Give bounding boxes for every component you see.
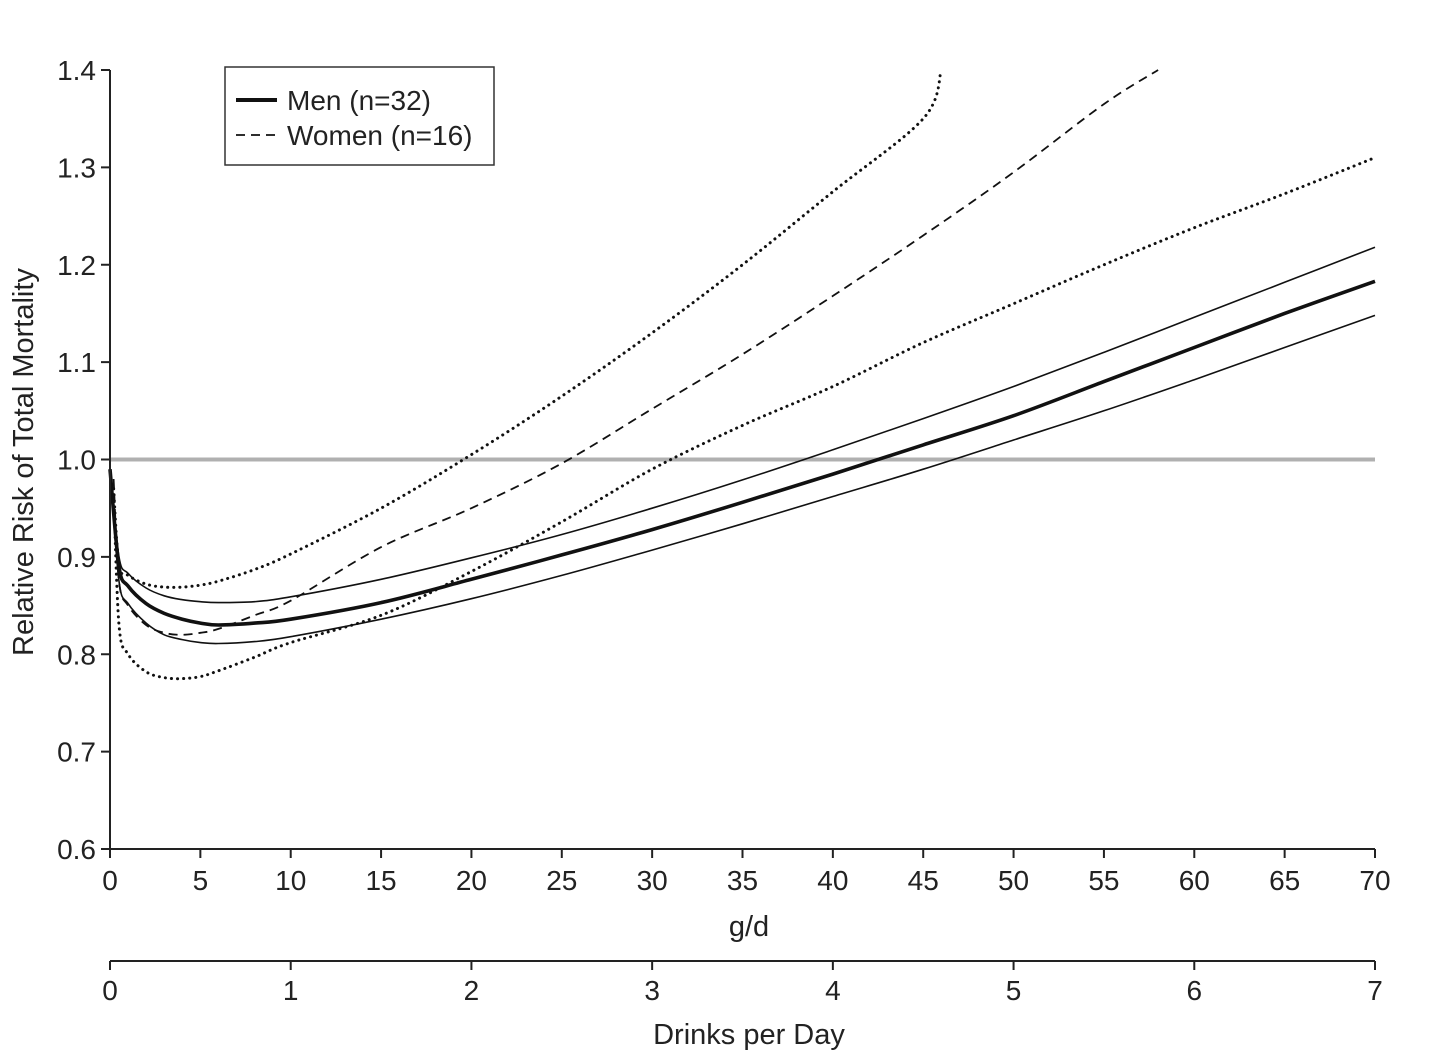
y-tick-label: 0.8 — [57, 639, 96, 670]
y-tick-label: 1.0 — [57, 445, 96, 476]
men-curve — [108, 279, 1376, 627]
x-tick-label: 70 — [1359, 865, 1390, 896]
x-tick-label: 0 — [102, 865, 118, 896]
women-ci-curve — [112, 156, 1377, 681]
y-tick-label: 1.3 — [57, 152, 96, 183]
x-tick-label: 15 — [365, 865, 396, 896]
x2-tick-label: 6 — [1186, 975, 1202, 1006]
x-tick-label: 60 — [1179, 865, 1210, 896]
x2-tick-label: 4 — [825, 975, 841, 1006]
y-tick-label: 1.1 — [57, 347, 96, 378]
x2-tick-label: 3 — [644, 975, 660, 1006]
x-tick-label: 5 — [193, 865, 209, 896]
x-tick-label: 65 — [1269, 865, 1300, 896]
y-tick-label: 1.2 — [57, 250, 96, 281]
legend-label-women: Women (n=16) — [287, 120, 472, 151]
x-axis-title: g/d — [729, 911, 769, 943]
x-tick-label: 25 — [546, 865, 577, 896]
x-tick-label: 20 — [456, 865, 487, 896]
drinks-axis: 0 1 2 3 4 5 6 7 — [102, 960, 1383, 1006]
y-axis-title: Relative Risk of Total Mortality — [8, 268, 40, 656]
y-tick-label: 0.9 — [57, 542, 96, 573]
legend: Men (n=32) Women (n=16) — [224, 66, 495, 166]
x2-tick-label: 7 — [1367, 975, 1383, 1006]
y-tick-label: 0.6 — [57, 834, 96, 865]
legend-label-men: Men (n=32) — [287, 85, 431, 116]
x-tick-label: 40 — [817, 865, 848, 896]
x2-tick-label: 5 — [1006, 975, 1022, 1006]
x2-tick-label: 1 — [283, 975, 299, 1006]
y-axis: 0.6 0.7 0.8 0.9 1.0 1.1 1.2 1.3 1.4 — [57, 55, 111, 865]
x-tick-label: 45 — [908, 865, 939, 896]
x-axis: 0 5 10 15 20 25 30 35 40 45 50 55 60 65 70 — [102, 848, 1391, 896]
x2-axis-title: Drinks per Day — [653, 1019, 845, 1051]
x-tick-label: 55 — [1088, 865, 1119, 896]
x2-tick-label: 0 — [102, 975, 118, 1006]
legend-box — [224, 66, 495, 166]
y-tick-label: 1.4 — [57, 55, 96, 86]
women-curve — [112, 69, 1159, 636]
men-ci-curve — [109, 246, 1376, 604]
x-tick-label: 10 — [275, 865, 306, 896]
x-tick-label: 50 — [998, 865, 1029, 896]
x-tick-label: 35 — [727, 865, 758, 896]
y-tick-label: 0.7 — [57, 737, 96, 768]
plot-area — [108, 68, 1377, 681]
x-tick-label: 30 — [637, 865, 668, 896]
x2-tick-label: 2 — [464, 975, 480, 1006]
